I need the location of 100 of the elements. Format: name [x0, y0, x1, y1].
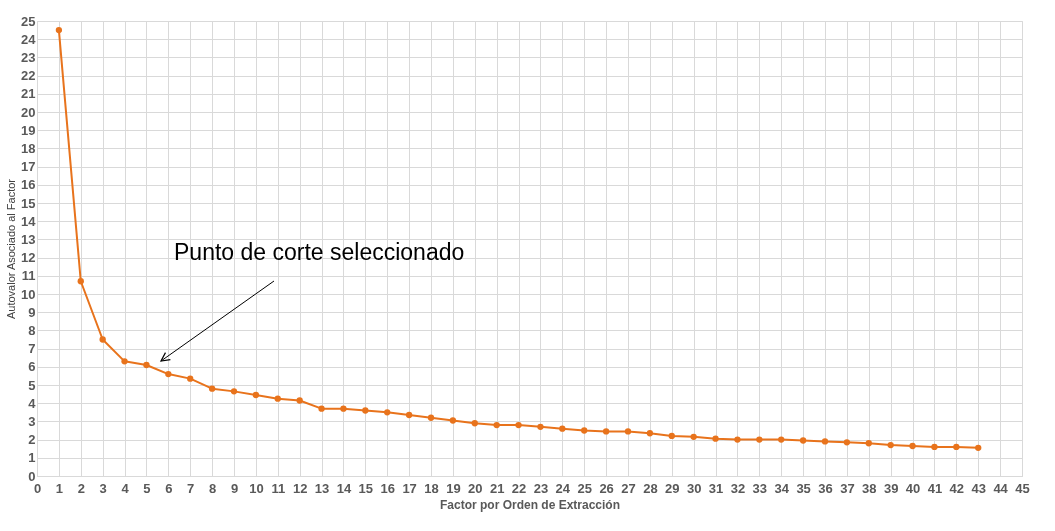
x-tick-label: 3 [99, 480, 107, 496]
point [187, 375, 194, 382]
x-tick-label: 33 [752, 480, 768, 496]
x-tick-label: 1 [55, 480, 64, 496]
x-tick-label: 40 [905, 480, 921, 496]
point [230, 388, 238, 395]
x-tick-label: 13 [314, 480, 330, 496]
x-tick-label: 4 [121, 480, 130, 496]
point [340, 405, 347, 412]
y-tick-label: 15 [21, 195, 36, 211]
point [865, 440, 872, 447]
x-tick-label: 23 [533, 480, 549, 496]
point [55, 26, 63, 34]
y-tick-label: 17 [21, 159, 36, 175]
x-tick-label: 25 [577, 480, 592, 496]
y-tick-label: 4 [28, 395, 37, 411]
point [756, 436, 763, 443]
point [471, 420, 478, 427]
y-tick-label: 14 [21, 213, 37, 229]
x-tick-label: 34 [774, 480, 790, 496]
point [646, 430, 654, 437]
point [384, 409, 391, 416]
x-axis-title: Factor por Orden de Extracción [439, 497, 621, 512]
x-tick-label: 7 [187, 480, 195, 496]
point [296, 397, 303, 404]
point [843, 439, 851, 446]
point [99, 336, 106, 343]
point [734, 436, 741, 443]
point [559, 425, 566, 432]
x-tick-label: 22 [511, 480, 527, 496]
x-tick-label: 8 [208, 480, 217, 496]
point [427, 414, 435, 421]
point [493, 421, 500, 429]
annotation: Punto de corte seleccionado [174, 239, 465, 265]
point [143, 361, 150, 369]
x-tick-label: 44 [993, 480, 1009, 496]
y-tick-label: 9 [28, 304, 36, 320]
point [515, 421, 522, 429]
y-axis-title: Autovalor Asociado al Factor [5, 178, 18, 320]
point [165, 370, 172, 378]
x-tick-label: 5 [143, 480, 151, 496]
y-tick-label: 0 [28, 468, 36, 484]
point [318, 405, 325, 412]
x-tick-label: 35 [796, 480, 811, 496]
y-tick-label: 8 [28, 322, 36, 338]
x-tick-label: 14 [336, 480, 352, 496]
point [449, 417, 457, 424]
x-tick-label: 28 [643, 480, 658, 496]
point [690, 433, 697, 441]
x-tick-label: 24 [555, 480, 571, 496]
x-tick-label: 10 [249, 480, 264, 496]
y-tick-label: 5 [28, 377, 36, 393]
y-tick-label: 7 [28, 341, 36, 357]
x-tick-label: 6 [165, 480, 173, 496]
point [778, 436, 785, 443]
x-tick-label: 36 [818, 480, 833, 496]
x-tick-label: 20 [468, 480, 483, 496]
point [799, 437, 807, 444]
y-tick-label: 12 [21, 250, 36, 266]
x-tick-label: 18 [424, 480, 439, 496]
y-tick-label: 10 [21, 286, 36, 302]
point [624, 428, 632, 435]
point [537, 423, 544, 431]
point [274, 395, 281, 402]
x-tick-label: 38 [862, 480, 877, 496]
y-tick-label: 25 [21, 13, 36, 29]
point [821, 438, 829, 445]
x-tick-label: 37 [840, 480, 855, 496]
y-tick-label: 20 [21, 104, 36, 120]
y-tick-label: 6 [28, 359, 36, 375]
point [668, 432, 675, 440]
x-tick-label: 30 [686, 480, 702, 496]
x-tick-label: 11 [271, 480, 286, 496]
point [77, 278, 84, 285]
point [887, 441, 894, 449]
point [581, 427, 588, 434]
x-tick-label: 17 [402, 480, 417, 496]
y-tick-label: 18 [21, 140, 36, 156]
x-tick-label: 12 [292, 480, 308, 496]
x-tick-label: 39 [883, 480, 899, 496]
x-tick-label: 43 [971, 480, 986, 496]
point [602, 428, 610, 435]
x-tick-label: 45 [1015, 480, 1030, 496]
point [208, 385, 216, 392]
y-tick-label: 3 [28, 413, 36, 429]
x-tick-label: 2 [77, 480, 85, 496]
point [405, 411, 413, 419]
x-tick-label: 15 [358, 480, 374, 496]
y-tick-label: 2 [28, 432, 36, 448]
point [953, 443, 960, 451]
y-tick-label: 13 [21, 231, 36, 247]
y-tick-label: 21 [21, 86, 36, 102]
point [712, 435, 719, 442]
y-tick-label: 19 [21, 122, 36, 138]
x-tick-label: 27 [621, 480, 636, 496]
x-tick-label: 41 [927, 480, 943, 496]
x-tick-label: 9 [230, 480, 239, 496]
x-tick-label: 32 [730, 480, 746, 496]
x-tick-label: 21 [489, 480, 505, 496]
y-tick-label: 16 [21, 177, 36, 193]
